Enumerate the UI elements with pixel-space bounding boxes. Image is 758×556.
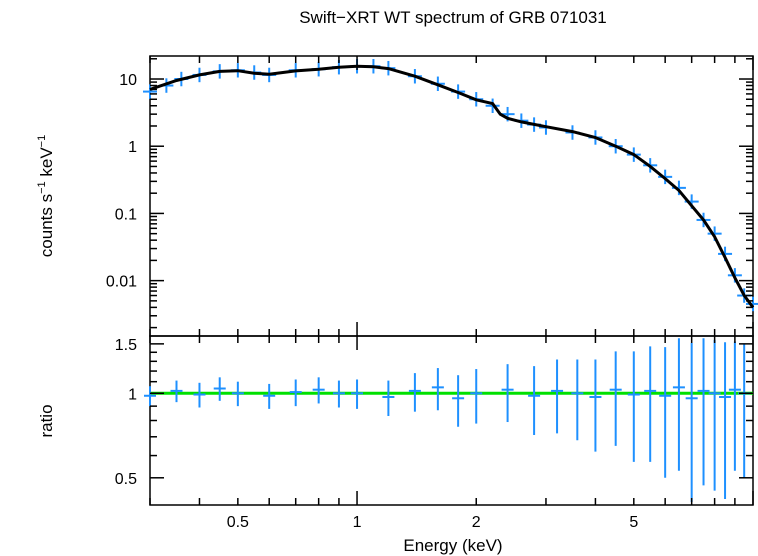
y-tick-label: 1 [128, 139, 137, 156]
spectrum-plot-area [143, 59, 758, 312]
ratio-point [144, 386, 156, 407]
ratio-point [627, 351, 640, 462]
ratio-y-tick-label: 1 [128, 386, 137, 403]
ratio-point [170, 380, 183, 403]
ratio-point [193, 382, 206, 408]
ratio-point [685, 343, 698, 502]
ratio-label-text: ratio [37, 404, 56, 437]
ratio-point [551, 359, 564, 434]
x-tick-label: 1 [353, 514, 362, 531]
x-tick-label: 5 [629, 514, 638, 531]
ylabel-part-1: −1 [36, 181, 48, 194]
y-tick-label: 10 [119, 72, 137, 89]
ratio-point [289, 379, 302, 407]
ratio-point [672, 338, 685, 471]
ratio-point [728, 341, 741, 471]
ratio-point [312, 377, 325, 404]
ratio-point [609, 351, 622, 446]
ratio-point [659, 347, 672, 478]
ratio-point [332, 380, 345, 408]
x-axis-label: Energy (keV) [403, 536, 502, 555]
ratio-point [697, 338, 710, 486]
spectrum-panel-frame [149, 55, 754, 337]
y-tick-label: 0.1 [115, 206, 137, 223]
ratio-point [501, 364, 514, 423]
ratio-point [382, 380, 395, 417]
ratio-point [589, 359, 602, 452]
y-axis-label-top: counts s−1 keV−1 [36, 135, 56, 257]
data-point [143, 84, 157, 99]
y-tick-label: 0.01 [106, 274, 137, 291]
model-line [149, 64, 755, 309]
ratio-point [528, 366, 541, 436]
axis-ticks [149, 56, 754, 505]
ratio-point [351, 379, 364, 409]
ratio-point [263, 383, 276, 409]
y-axis-label-text: counts s−1 keV−1 [36, 135, 56, 257]
ratio-y-tick-label: 0.5 [115, 471, 137, 488]
ylabel-part-0: counts s [37, 194, 56, 257]
ratio-point [719, 342, 732, 500]
ratio-point [644, 346, 657, 462]
ratio-point [738, 343, 751, 478]
ratio-point [431, 368, 444, 411]
ylabel-part-3: −1 [36, 135, 48, 148]
ratio-plot-area [144, 338, 753, 502]
x-tick-label: 2 [472, 514, 481, 531]
ratio-point [571, 359, 584, 441]
ratio-y-tick-label: 1.5 [115, 337, 137, 354]
ratio-point [213, 377, 226, 401]
ratio-panel-frame [149, 335, 754, 506]
ratio-point [408, 373, 421, 412]
ratio-point [470, 369, 483, 424]
y-axis-label-bottom: ratio [37, 404, 56, 437]
axis-tick-labels: 0.5 1 2 5 10 1 0.1 0.01 1.5 1 0.5 [106, 72, 638, 531]
x-tick-label: 0.5 [227, 514, 249, 531]
ratio-point [708, 339, 721, 491]
ylabel-part-2: keV [37, 147, 56, 182]
ratio-point [231, 381, 244, 407]
ratio-point [452, 375, 465, 427]
chart-title: Swift−XRT WT spectrum of GRB 071031 [299, 8, 607, 27]
